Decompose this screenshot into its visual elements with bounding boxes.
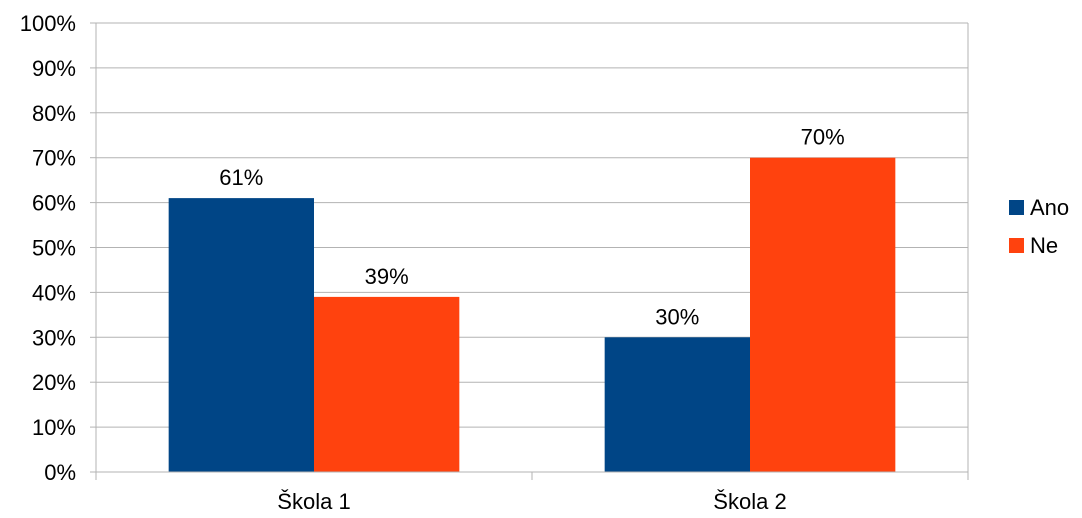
bar-ne-2 — [750, 157, 896, 472]
legend-swatch-ne — [1009, 238, 1024, 253]
y-tick-label: 70% — [32, 146, 76, 171]
data-label: 30% — [655, 304, 699, 329]
data-label: 39% — [365, 264, 409, 289]
x-category-label: Škola 2 — [713, 489, 786, 514]
x-category-label: Škola 1 — [277, 489, 350, 514]
legend-label: Ano — [1030, 195, 1069, 220]
plot-area: 0% 10% 20% 30% 40% 50% 60% 70% 80% 90% 100% Škola … — [20, 11, 969, 514]
bars — [168, 157, 896, 473]
y-tick-label: 20% — [32, 370, 76, 395]
y-tick-label: 90% — [32, 56, 76, 81]
data-label: 70% — [801, 125, 845, 150]
y-tick-label: 80% — [32, 101, 76, 126]
y-tick-labels: 0% 10% 20% 30% 40% 50% 60% 70% 80% 90% 100% — [20, 11, 76, 485]
data-label: 61% — [219, 165, 263, 190]
axes — [90, 22, 969, 480]
bar-ano-2 — [604, 337, 750, 472]
y-tick-label: 50% — [32, 236, 76, 261]
legend-swatch-ano — [1009, 200, 1024, 215]
y-tick-label: 60% — [32, 191, 76, 216]
bar-ne-1 — [314, 296, 460, 472]
y-tick-label: 30% — [32, 325, 76, 350]
x-category-labels: Škola 1 Škola 2 — [277, 489, 786, 514]
y-tick-label: 100% — [20, 11, 76, 36]
data-labels: 61% 39% 30% 70% — [219, 125, 844, 330]
y-tick-label: 40% — [32, 280, 76, 305]
y-tick-label: 0% — [44, 460, 76, 485]
y-tick-label: 10% — [32, 415, 76, 440]
legend-label: Ne — [1030, 233, 1058, 258]
legend: Ano Ne — [1009, 195, 1069, 258]
bar-ano-1 — [168, 198, 314, 473]
